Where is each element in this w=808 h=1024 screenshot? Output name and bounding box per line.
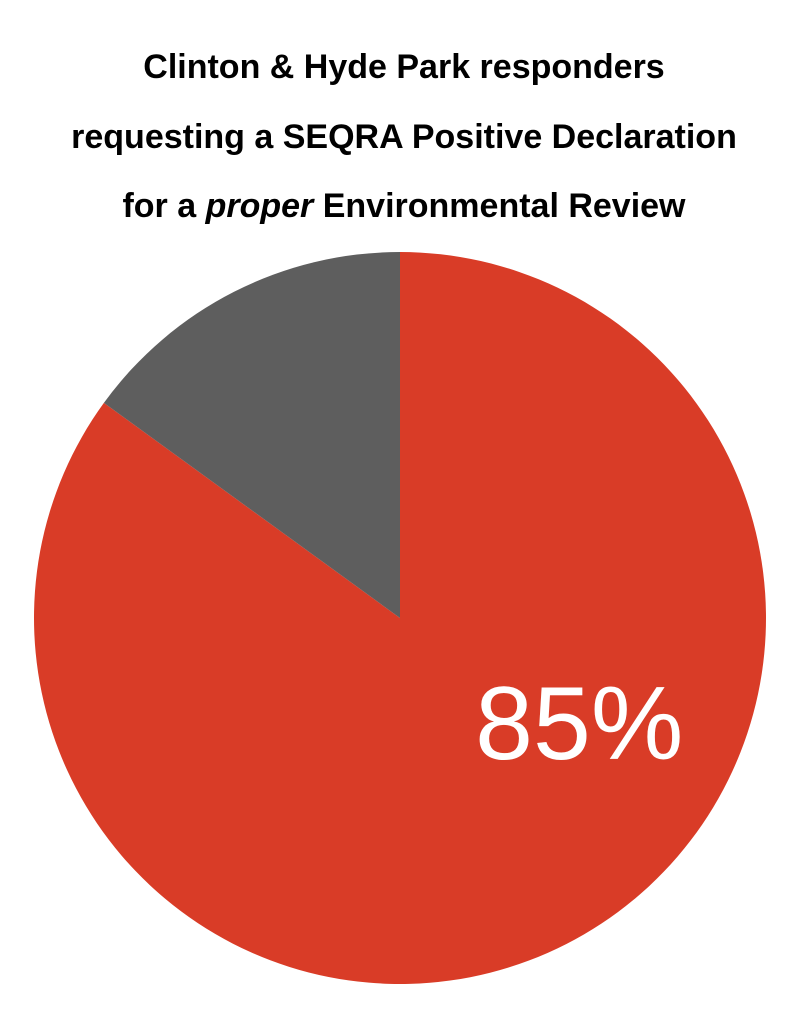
- chart-title-line-1: Clinton & Hyde Park responders: [143, 48, 665, 86]
- chart-title-line-3: for a proper Environmental Review: [0, 187, 808, 226]
- pie-slice-1: [103, 252, 400, 618]
- chart-title-line-2: requesting a SEQRA Positive Declaration: [71, 118, 737, 156]
- pie-slice-0: [34, 252, 767, 984]
- pie-slice-label-0: 85%: [475, 666, 683, 782]
- chart-title-line-3-suffix: Environmental Review: [313, 187, 686, 225]
- pie-labels: 85%: [475, 666, 683, 782]
- chart-title-line-3-prefix: for a: [122, 187, 206, 225]
- pie-slices: [34, 252, 767, 984]
- chart-title-emphasis: proper: [205, 187, 314, 225]
